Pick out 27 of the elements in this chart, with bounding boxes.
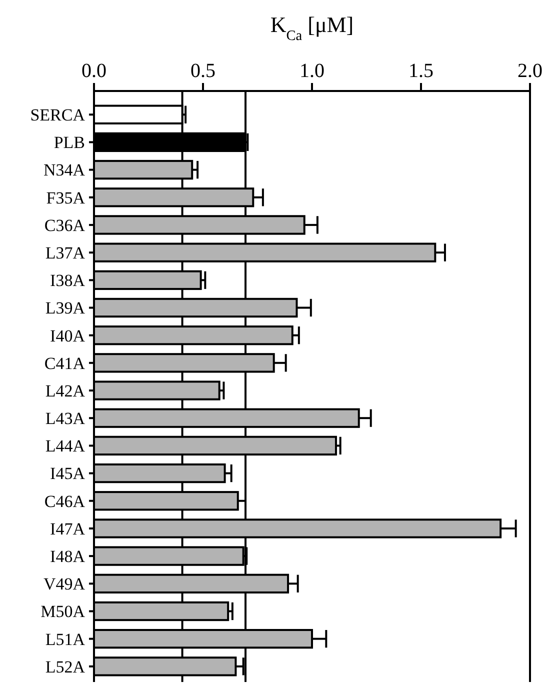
x-tick-label: 2.0 (518, 60, 542, 82)
y-tick-label: C36A (44, 216, 86, 235)
y-tick-label: PLB (54, 133, 85, 152)
x-tick-label: 0.0 (82, 60, 106, 82)
y-tick-label: F35A (46, 188, 86, 208)
y-tick-label: I40A (50, 326, 86, 346)
y-tick-label: L52A (45, 657, 86, 676)
y-tick-label: L43A (45, 409, 86, 428)
y-tick-label: V49A (43, 574, 86, 594)
y-tick-label: L37A (45, 243, 86, 262)
x-tick-label: 0.5 (190, 60, 216, 82)
x-axis-title: K$_{Ca}$ [μM] (270, 12, 354, 44)
y-tick-label: I47A (50, 519, 86, 538)
y-tick-label: L44A (45, 436, 86, 456)
x-tick-label: 1.5 (408, 60, 434, 82)
y-tick-label: N34A (43, 160, 86, 180)
y-tick-label: SERCA (30, 106, 86, 125)
y-tick-label: I38A (50, 271, 86, 290)
x-tick-label: 1.0 (300, 60, 324, 82)
y-tick-label: L51A (45, 630, 86, 649)
y-tick-label: I45A (50, 464, 86, 484)
y-tick-label: M50A (40, 602, 86, 622)
y-tick-label: I48A (50, 546, 86, 566)
y-tick-label: L42A (45, 381, 86, 400)
y-tick-label: C46A (44, 492, 86, 511)
y-tick-label: C41A (44, 354, 86, 373)
y-tick-label: L39A (45, 298, 86, 318)
